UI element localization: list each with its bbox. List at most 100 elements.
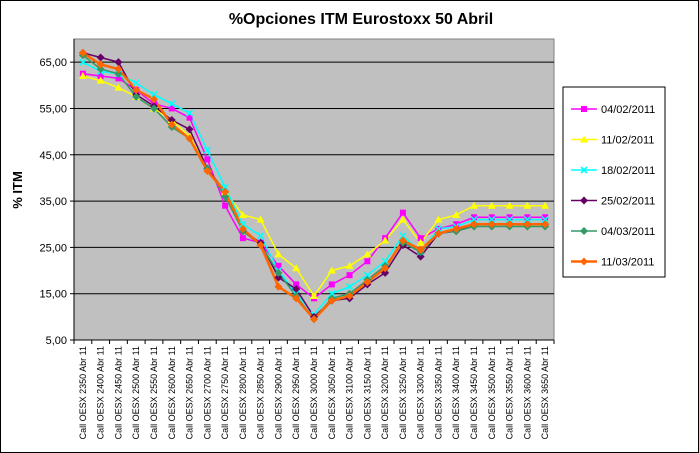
data-point [204, 156, 211, 163]
data-point [274, 282, 283, 291]
data-point [505, 201, 514, 209]
data-point [115, 75, 122, 82]
data-point [221, 183, 229, 191]
data-point [310, 315, 318, 324]
data-point [541, 216, 549, 224]
x-tick-label: Call OESX 3500 Abr 11 [487, 346, 497, 439]
x-tick-label: Call OESX 3200 Abr 11 [380, 346, 390, 439]
chart-title: %Opciones ITM Eurostoxx 50 Abril [229, 11, 493, 28]
legend-label: 11/02/2011 [601, 135, 654, 147]
data-point [185, 125, 194, 134]
x-tick-label: Call OESX 3400 Abr 11 [451, 346, 461, 439]
data-point [167, 120, 176, 129]
x-tick-label: Call OESX 3350 Abr 11 [433, 346, 443, 439]
legend-label: 18/02/2011 [601, 165, 655, 177]
legend-label: 04/02/2011 [601, 104, 655, 116]
data-point [399, 209, 406, 216]
plot-area [73, 38, 555, 341]
data-point [114, 69, 123, 78]
data-point [96, 65, 105, 74]
data-point [399, 232, 407, 240]
legend-marker [581, 106, 587, 112]
y-tick-label: 65,00 [39, 57, 67, 69]
data-point [434, 215, 443, 223]
x-tick-label: Call OESX 3100 Abr 11 [345, 346, 355, 439]
data-point [398, 215, 407, 223]
data-point [471, 214, 477, 221]
y-tick-label: 5,00 [46, 335, 67, 347]
data-point [185, 134, 194, 143]
data-point [256, 215, 265, 223]
data-point [364, 258, 371, 265]
data-point [488, 214, 495, 221]
data-point [524, 214, 531, 221]
data-point [523, 201, 532, 209]
y-axis: 5,00 15,00 25,00 35,00 45,00 55,00 65,00 [39, 39, 75, 347]
data-point [398, 236, 407, 245]
data-point [505, 216, 514, 224]
y-tick-label: 45,00 [39, 150, 67, 162]
data-point [238, 210, 247, 218]
data-point [114, 83, 123, 91]
data-point [275, 262, 282, 269]
data-point [327, 266, 336, 274]
data-point [78, 72, 87, 80]
data-point [523, 216, 531, 224]
data-point [96, 60, 105, 69]
data-point [417, 235, 424, 242]
data-point [97, 73, 104, 80]
x-tick-label: Call OESX 2450 Abr 11 [113, 346, 123, 439]
data-point [452, 224, 461, 233]
data-point [132, 92, 141, 101]
data-point [542, 214, 549, 221]
data-point [541, 201, 550, 209]
data-point [292, 294, 301, 303]
x-tick-label: Call OESX 2500 Abr 11 [131, 346, 141, 439]
data-point [186, 114, 193, 121]
legend: 04/02/2011 11/02/2011 18/02/2011 25/02/2011… [571, 104, 655, 269]
data-point [222, 202, 229, 209]
x-tick-label: Call OESX 2350 Abr 11 [78, 346, 88, 439]
data-point [434, 229, 443, 238]
legend-marker [580, 227, 588, 235]
y-tick-label: 55,00 [39, 103, 67, 115]
data-point [256, 241, 265, 250]
data-point [150, 91, 158, 99]
y-tick-label: 35,00 [39, 196, 67, 208]
data-point [381, 257, 389, 265]
x-tick-label: Call OESX 2850 Abr 11 [256, 346, 266, 439]
y-tick-label: 25,00 [39, 242, 67, 254]
data-point [416, 252, 425, 261]
data-point [185, 109, 194, 117]
data-point [293, 281, 300, 288]
data-point [345, 261, 354, 269]
data-point [132, 85, 141, 94]
legend-marker [580, 196, 588, 205]
data-point [167, 116, 176, 125]
data-point [150, 95, 158, 104]
legend-box [562, 86, 666, 278]
data-point [239, 220, 247, 228]
x-tick-label: Call OESX 2600 Abr 11 [167, 346, 177, 439]
y-axis-label: % ITM [10, 171, 25, 209]
legend-label: 04/03/2011 [601, 226, 655, 238]
data-point [381, 236, 390, 244]
legend-marker [580, 257, 588, 266]
data-point [328, 281, 335, 288]
data-point [381, 264, 390, 273]
x-tick-label: Call OESX 3450 Abr 11 [469, 346, 479, 439]
x-tick-label: Call OESX 3050 Abr 11 [327, 346, 337, 439]
x-tick-label: Call OESX 2800 Abr 11 [238, 346, 248, 439]
data-point [506, 214, 513, 221]
data-point [292, 285, 301, 294]
x-tick-label: Call OESX 3250 Abr 11 [398, 346, 408, 439]
data-point [96, 76, 105, 84]
data-point [363, 250, 372, 258]
x-tick-label: Call OESX 2750 Abr 11 [220, 346, 230, 439]
data-point [274, 250, 283, 258]
data-point [523, 220, 532, 229]
x-tick-label: Call OESX 2650 Abr 11 [185, 346, 195, 439]
data-point [203, 146, 211, 154]
